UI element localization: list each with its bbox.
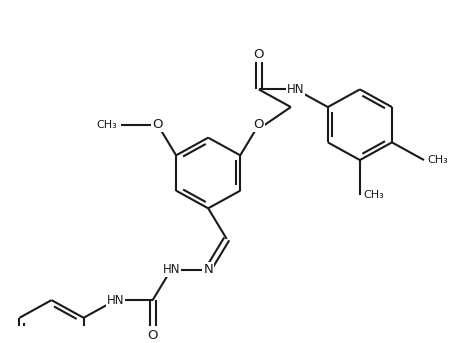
Text: CH₃: CH₃ — [428, 155, 448, 165]
Text: HN: HN — [107, 294, 124, 307]
Text: O: O — [254, 48, 264, 61]
Text: O: O — [148, 329, 158, 342]
Text: O: O — [152, 118, 163, 131]
Text: O: O — [254, 118, 264, 131]
Text: HN: HN — [162, 263, 180, 276]
Text: CH₃: CH₃ — [96, 120, 117, 130]
Text: CH₃: CH₃ — [363, 190, 384, 200]
Text: HN: HN — [287, 83, 304, 96]
Text: N: N — [203, 263, 213, 276]
